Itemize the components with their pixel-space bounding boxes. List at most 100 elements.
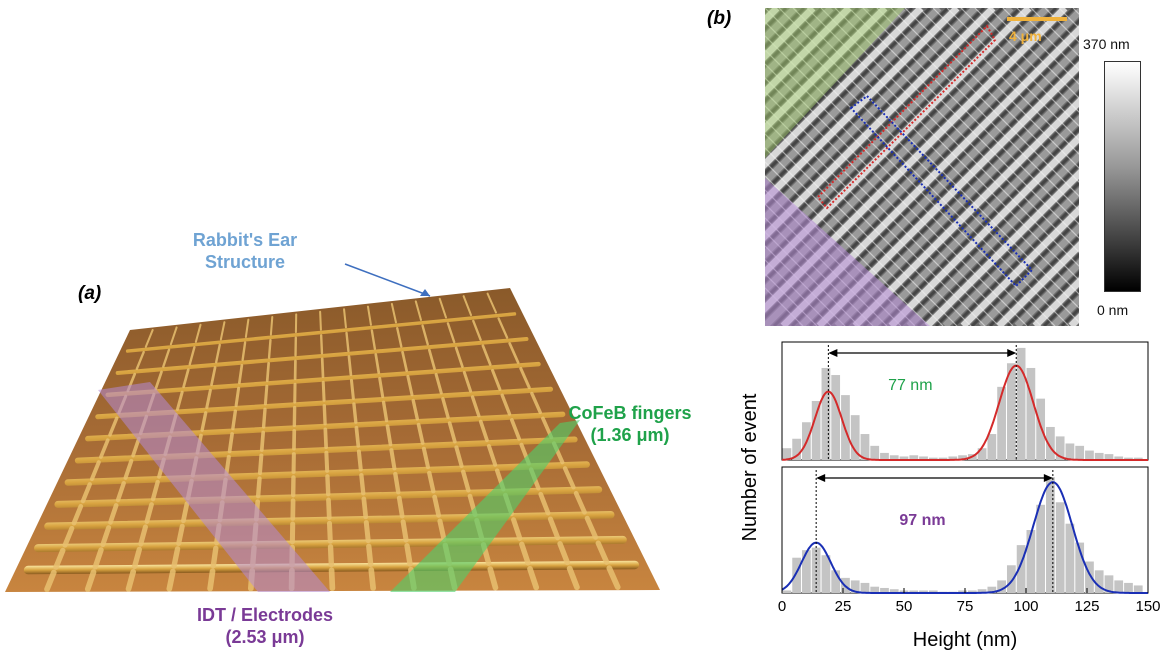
- afm-finger: [269, 316, 274, 336]
- colorbar-min-label: 0 nm: [1097, 302, 1129, 318]
- idt-electrode-highlight: [98, 382, 330, 592]
- afm-finger: [261, 407, 267, 429]
- afm-finger: [175, 390, 184, 411]
- afm-finger: [345, 331, 350, 353]
- afm-finger: [44, 569, 57, 592]
- histogram-bar: [1046, 477, 1055, 593]
- histogram-bar: [1055, 502, 1065, 593]
- afm-finger: [366, 305, 372, 326]
- map-groove: [934, 180, 1079, 326]
- afm-finger: [438, 297, 447, 319]
- map-crossline: [765, 35, 1056, 326]
- histogram-bar: [889, 589, 899, 593]
- afm-finger: [84, 569, 97, 592]
- map-groove: [988, 234, 1079, 326]
- afm-finger: [257, 453, 264, 476]
- afm-finger: [80, 482, 92, 504]
- afm-3d-surface: [5, 288, 660, 592]
- afm-finger: [385, 424, 393, 447]
- histogram-bar: [928, 590, 938, 593]
- histogram-bar: [870, 445, 880, 460]
- histogram-bar: [1094, 570, 1104, 593]
- afm-finger: [370, 329, 377, 350]
- afm-finger: [566, 565, 580, 591]
- map-groove: [880, 126, 1079, 326]
- afm-finger: [244, 318, 250, 339]
- afm-ridge: [44, 510, 615, 531]
- map-crossline: [834, 8, 1079, 253]
- histogram-bar: [948, 456, 958, 460]
- afm-finger: [210, 545, 219, 569]
- cofeb-label: CoFeB fingers (1.36 μm): [568, 403, 692, 445]
- afm-finger: [207, 568, 216, 592]
- afm-finger: [166, 568, 176, 592]
- map-crossline: [765, 49, 1042, 326]
- afm-finger: [53, 547, 66, 570]
- histogram-bar: [1036, 504, 1046, 593]
- afm-finger: [481, 344, 492, 366]
- histogram-bar: [1075, 542, 1085, 593]
- histogram-bar: [1114, 456, 1124, 460]
- histogram-bar: [860, 434, 870, 460]
- histogram-bar: [1026, 367, 1036, 460]
- afm-finger: [255, 476, 262, 499]
- map-stripe: [942, 187, 1079, 326]
- afm-finger: [500, 393, 512, 416]
- afm-finger: [427, 470, 436, 494]
- arrow-head-left: [816, 474, 826, 482]
- afm-finger: [470, 395, 481, 418]
- scale-bar-label: 4 μm: [1009, 28, 1042, 44]
- map-groove: [765, 8, 986, 230]
- histogram-bar: [977, 448, 987, 460]
- map-groove: [765, 8, 860, 104]
- afm-finger: [347, 355, 353, 377]
- map-groove: [765, 8, 1022, 266]
- map-groove: [765, 8, 878, 122]
- afm-ridge: [115, 337, 529, 375]
- map-crossline: [1016, 8, 1079, 71]
- histogram-bar: [1104, 454, 1114, 460]
- x-tick-label: 100: [1013, 598, 1038, 615]
- histogram-bar: [821, 555, 831, 593]
- afm-finger: [234, 386, 241, 408]
- map-crossline: [848, 8, 1079, 239]
- panel-a-label: (a): [78, 283, 102, 304]
- map-crossline: [765, 147, 944, 326]
- histogram-bar: [977, 589, 987, 593]
- separation-label: 77 nm: [888, 377, 932, 394]
- afm-finger: [421, 324, 429, 346]
- afm-finger: [259, 430, 266, 452]
- histogram-bar: [880, 452, 889, 460]
- histogram-bar: [880, 587, 889, 593]
- map-crossline: [876, 8, 1079, 211]
- panel-b-label: (b): [707, 8, 732, 29]
- map-crossline: [918, 8, 1079, 169]
- histogram-bar: [870, 586, 880, 593]
- afm-finger: [323, 427, 328, 450]
- map-groove: [765, 8, 824, 68]
- afm-finger: [135, 350, 145, 370]
- map-crossline: [932, 8, 1079, 155]
- histogram-bar: [1085, 561, 1094, 593]
- afm-finger: [363, 520, 371, 544]
- afm-finger: [115, 480, 126, 503]
- colorbar-max-label: 370 nm: [1083, 36, 1130, 52]
- afm-finger: [200, 411, 208, 432]
- afm-finger: [325, 474, 331, 497]
- afm-finger: [414, 300, 422, 321]
- map-groove: [765, 8, 914, 158]
- afm-finger: [437, 518, 447, 543]
- afm-finger: [176, 523, 185, 546]
- map-groove: [765, 8, 932, 176]
- afm-finger: [421, 446, 430, 470]
- afm-finger: [138, 524, 148, 547]
- afm-finger: [263, 384, 269, 406]
- afm-finger: [411, 398, 419, 421]
- histogram-bar: [967, 590, 977, 593]
- map-crossline: [765, 105, 986, 326]
- afm-finger: [144, 329, 154, 348]
- fit-curve: [782, 364, 1148, 461]
- arrow-head-right: [1043, 474, 1053, 482]
- histogram-bar: [792, 557, 802, 593]
- histogram-bar: [1075, 445, 1085, 460]
